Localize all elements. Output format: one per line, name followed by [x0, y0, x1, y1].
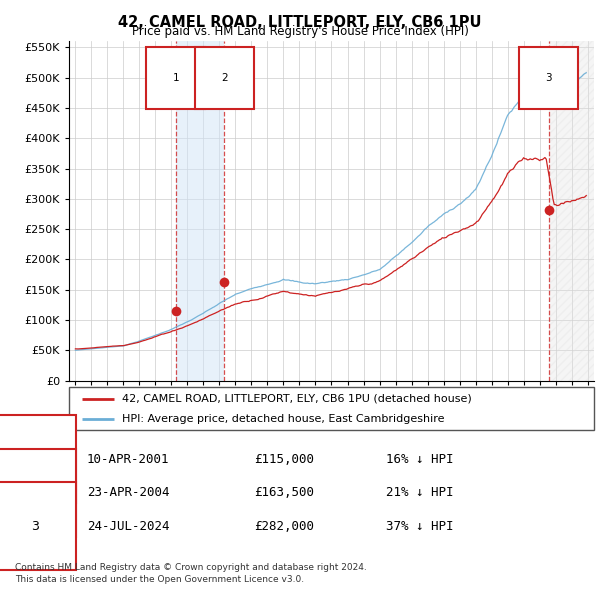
Text: 37% ↓ HPI: 37% ↓ HPI [386, 520, 454, 533]
FancyBboxPatch shape [69, 387, 594, 430]
Text: HPI: Average price, detached house, East Cambridgeshire: HPI: Average price, detached house, East… [121, 414, 444, 424]
Text: 2: 2 [31, 486, 39, 499]
Text: 42, CAMEL ROAD, LITTLEPORT, ELY, CB6 1PU: 42, CAMEL ROAD, LITTLEPORT, ELY, CB6 1PU [118, 15, 482, 30]
Text: £115,000: £115,000 [254, 453, 314, 466]
Text: Price paid vs. HM Land Registry's House Price Index (HPI): Price paid vs. HM Land Registry's House … [131, 25, 469, 38]
Text: 42, CAMEL ROAD, LITTLEPORT, ELY, CB6 1PU (detached house): 42, CAMEL ROAD, LITTLEPORT, ELY, CB6 1PU… [121, 394, 471, 404]
Text: £282,000: £282,000 [254, 520, 314, 533]
Text: £163,500: £163,500 [254, 486, 314, 499]
Text: 23-APR-2004: 23-APR-2004 [87, 486, 169, 499]
Text: 1: 1 [172, 73, 179, 83]
Text: 1: 1 [31, 453, 39, 466]
Bar [548, 41, 594, 381]
Text: 24-JUL-2024: 24-JUL-2024 [87, 520, 169, 533]
Text: 21% ↓ HPI: 21% ↓ HPI [386, 486, 454, 499]
Bar [176, 41, 224, 381]
Text: 10-APR-2001: 10-APR-2001 [87, 453, 169, 466]
Text: 3: 3 [31, 520, 39, 533]
Text: This data is licensed under the Open Government Licence v3.0.: This data is licensed under the Open Gov… [15, 575, 304, 584]
Text: Contains HM Land Registry data © Crown copyright and database right 2024.: Contains HM Land Registry data © Crown c… [15, 563, 367, 572]
Text: 16% ↓ HPI: 16% ↓ HPI [386, 453, 454, 466]
Text: 2: 2 [221, 73, 228, 83]
Text: 3: 3 [545, 73, 552, 83]
